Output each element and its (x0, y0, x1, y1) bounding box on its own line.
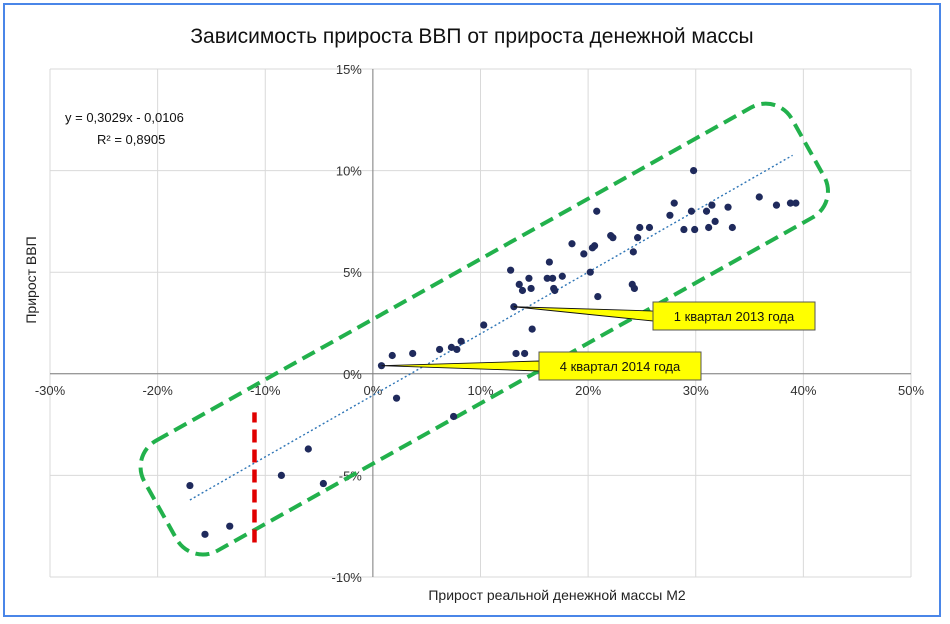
data-point-43 (634, 234, 642, 242)
callout-pointer-1 (381, 360, 540, 372)
x-tick-label: -10% (250, 383, 281, 398)
x-tick-label: 20% (575, 383, 601, 398)
data-point-3 (277, 471, 285, 479)
data-point-24 (528, 325, 536, 333)
data-point-2 (226, 522, 234, 530)
data-point-15 (480, 321, 488, 329)
data-point-23 (527, 284, 535, 293)
data-point-31 (568, 240, 576, 248)
x-tick-label: -30% (35, 383, 66, 398)
callouts: 1 квартал 2013 года 4 квартал 2014 года (381, 301, 816, 381)
highlight-band-outline (138, 101, 830, 557)
data-point-61 (792, 199, 800, 207)
data-point-7 (392, 394, 401, 402)
data-point-26 (545, 258, 553, 266)
highlight-band (138, 101, 830, 557)
callout-label-0: 1 квартал 2013 года (674, 309, 795, 324)
data-point-13 (453, 345, 461, 354)
x-tick-label: 40% (790, 383, 816, 398)
x-tick-label: 0% (363, 383, 382, 398)
data-point-42 (630, 284, 639, 293)
callout-pointer-0 (513, 306, 654, 322)
data-point-30 (558, 272, 566, 280)
data-point-50 (689, 167, 698, 175)
data-point-37 (594, 292, 602, 301)
data-point-9 (409, 349, 417, 358)
data-point-53 (705, 223, 713, 232)
data-point-21 (521, 349, 529, 358)
chart-frame: Зависимость прироста ВВП от прироста ден… (3, 3, 941, 617)
data-point-39 (609, 234, 617, 242)
data-point-10 (436, 345, 444, 354)
data-point-44 (636, 223, 644, 232)
trendline (189, 154, 793, 501)
data-point-58 (755, 193, 763, 201)
data-point-60 (786, 199, 795, 207)
callout-label-1: 4 квартал 2014 года (560, 359, 681, 374)
x-tick-label: -20% (142, 383, 173, 398)
data-point-25 (543, 274, 551, 282)
trendline-r-squared: R² = 0,8905 (97, 132, 165, 147)
data-point-8 (388, 351, 396, 360)
data-point-54 (708, 201, 716, 209)
data-points (186, 167, 800, 538)
callout-box-1 (538, 351, 702, 381)
trendline-equation: y = 0,3029x - 0,0106 (65, 110, 184, 125)
data-point-29 (551, 286, 559, 295)
data-point-16 (507, 266, 515, 274)
data-point-56 (724, 203, 732, 211)
trendline-layer (189, 154, 793, 501)
data-point-45 (645, 223, 654, 232)
data-point-0 (201, 530, 209, 538)
data-point-48 (680, 225, 688, 234)
data-point-35 (590, 242, 599, 250)
y-tick-label: 0% (343, 367, 362, 382)
x-axis-label: Прирост реальной денежной массы М2 (428, 587, 686, 603)
data-point-57 (728, 223, 736, 232)
data-point-19 (515, 280, 523, 288)
data-point-12 (449, 412, 458, 421)
data-point-59 (772, 201, 781, 209)
y-tick-label: -10% (332, 570, 363, 585)
x-tick-label: 30% (683, 383, 709, 398)
y-axis-label: Прирост ВВП (23, 236, 39, 323)
data-point-51 (691, 225, 699, 234)
data-point-46 (666, 211, 674, 219)
data-point-1 (186, 481, 194, 490)
data-point-36 (593, 207, 601, 215)
data-point-32 (580, 250, 588, 258)
data-point-47 (670, 199, 678, 207)
y-tick-label: 10% (336, 164, 362, 179)
y-tick-label: 15% (336, 62, 362, 77)
data-point-4 (304, 445, 312, 453)
data-point-49 (687, 207, 696, 215)
data-point-33 (586, 268, 594, 276)
data-point-5 (319, 479, 327, 488)
data-point-20 (518, 286, 527, 295)
data-point-27 (549, 274, 557, 282)
data-point-41 (629, 248, 637, 256)
axes: -30% -20% -10% 0% 10% 20% 30% 40% 50%-10%-5%0%5%… (35, 62, 925, 585)
x-tick-label: 50% (898, 383, 924, 398)
data-point-18 (512, 349, 520, 358)
callout-box-0 (652, 301, 816, 331)
data-point-55 (711, 217, 719, 225)
chart-title: Зависимость прироста ВВП от прироста ден… (190, 25, 753, 48)
scatter-chart: Зависимость прироста ВВП от прироста ден… (23, 25, 925, 603)
data-point-22 (525, 274, 533, 282)
x-tick-label: 10% (467, 383, 493, 398)
data-point-52 (702, 207, 711, 215)
data-point-14 (457, 337, 465, 345)
y-tick-label: 5% (343, 265, 362, 280)
